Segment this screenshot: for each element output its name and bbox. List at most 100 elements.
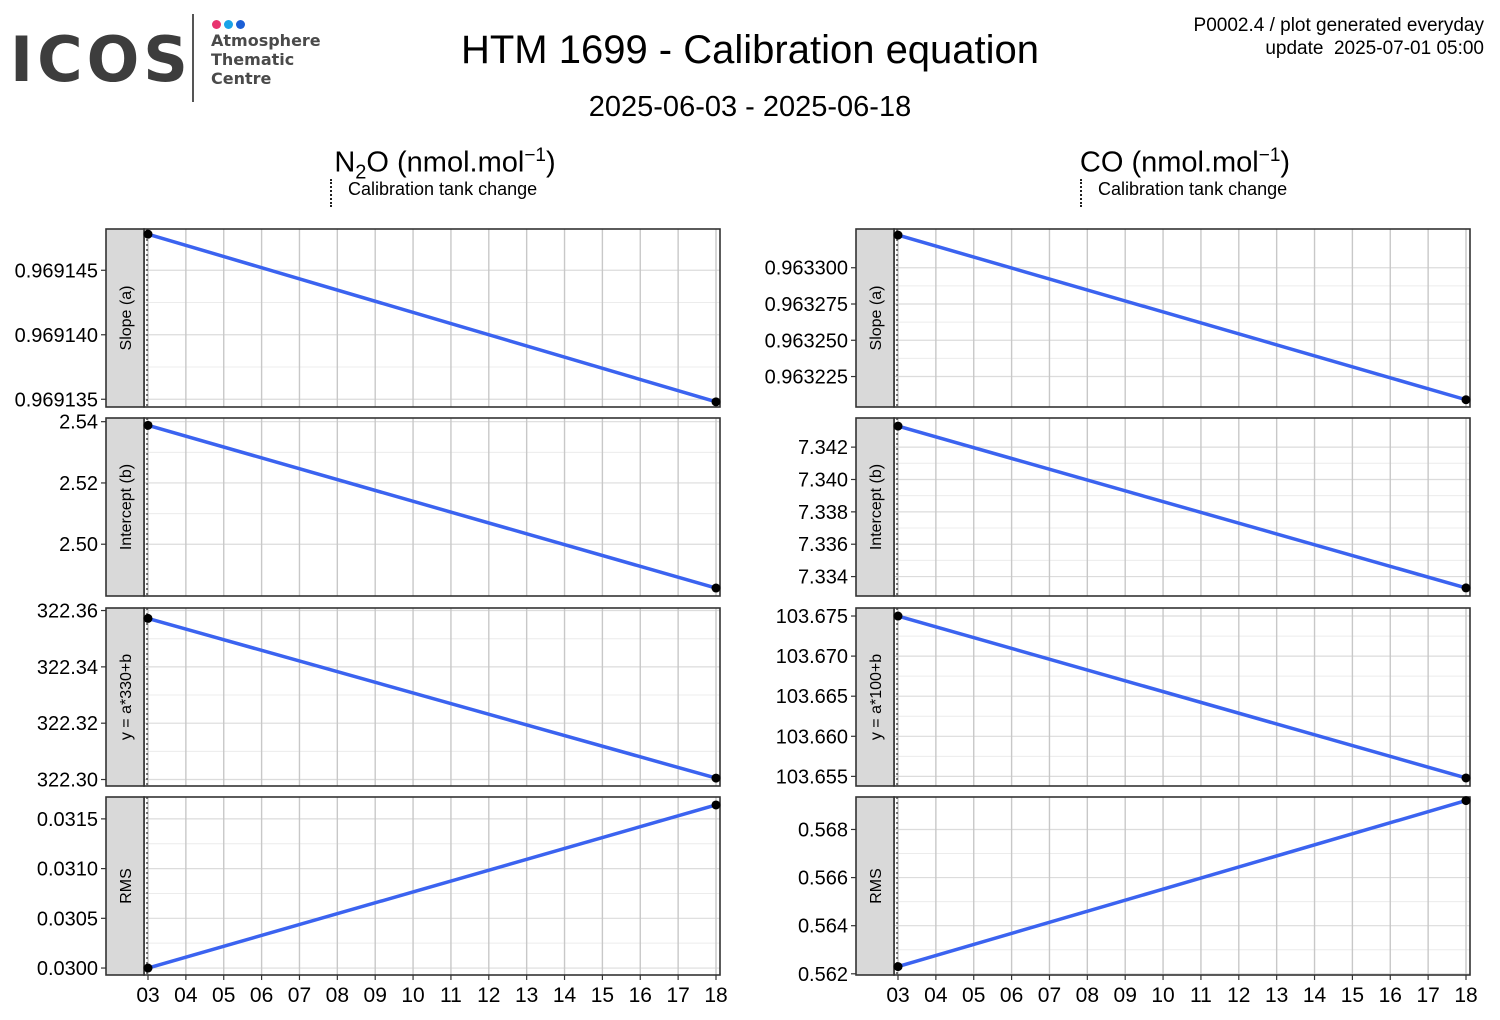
co-title-main: CO (nmol.mol <box>1079 146 1259 179</box>
x-tick-label: 07 <box>288 984 311 1007</box>
generation-note: P0002.4 / plot generated everyday update… <box>1194 14 1484 60</box>
y-tick-label: 103.670 <box>776 646 848 668</box>
n2o-title-main: N <box>334 146 356 179</box>
x-tick-label: 03 <box>886 984 909 1007</box>
x-tick-label: 14 <box>553 984 577 1007</box>
y-tick-label: 2.50 <box>59 534 98 556</box>
logo-dot-pink <box>212 20 221 29</box>
x-tick-label: 06 <box>250 984 273 1007</box>
y-tick-label: 7.336 <box>798 534 848 556</box>
x-tick-label: 06 <box>1000 984 1023 1007</box>
data-point <box>711 800 721 810</box>
facet-strip-label: y = a*100+b <box>868 654 885 740</box>
logo-line-1: Atmosphere <box>211 31 321 50</box>
series-line <box>147 423 717 590</box>
x-tick-label: 13 <box>515 984 538 1007</box>
logo-wordmark: ICOS <box>10 23 192 96</box>
y-tick-label: 322.32 <box>37 713 98 735</box>
date-range-subtitle: 2025-06-03 - 2025-06-18 <box>588 91 912 123</box>
data-point <box>143 613 153 623</box>
facet-strip <box>105 228 145 408</box>
y-tick-label: 0.0305 <box>37 908 98 930</box>
x-tick-label: 07 <box>1038 984 1061 1007</box>
facet-strip <box>105 796 145 976</box>
x-tick-label: 15 <box>1341 984 1364 1007</box>
y-tick-label: 0.562 <box>798 964 848 986</box>
series-line <box>897 424 1467 590</box>
y-tick-label: 0.0310 <box>37 859 98 881</box>
y-tick-label: 103.675 <box>776 606 848 628</box>
x-tick-label: 08 <box>1076 984 1099 1007</box>
series-line <box>897 798 1467 969</box>
y-tick-label: 7.342 <box>798 437 848 459</box>
panel-title-n2o: N2O (nmol.mol−1) <box>150 138 740 190</box>
x-tick-label: 04 <box>174 984 198 1007</box>
y-tick-label: 7.338 <box>798 502 848 524</box>
x-tick-label: 09 <box>364 984 387 1007</box>
y-tick-label: 0.566 <box>798 868 848 890</box>
y-tick-label: 0.969145 <box>15 260 98 282</box>
y-tick-label: 7.340 <box>798 469 848 491</box>
y-tick-label: 0.0300 <box>37 958 98 980</box>
data-point <box>1461 395 1471 405</box>
data-point <box>893 421 903 431</box>
x-tick-label: 18 <box>1454 984 1477 1007</box>
logo-dots <box>212 16 248 29</box>
logo-text: Atmosphere Thematic Centre <box>211 31 321 88</box>
facet-strip-label: Slope (a) <box>868 286 885 351</box>
y-tick-label: 0.963225 <box>765 367 848 389</box>
y-tick-label: 2.54 <box>59 412 98 434</box>
x-tick-label: 04 <box>924 984 948 1007</box>
y-tick-label: 2.52 <box>59 473 98 495</box>
n2o-title-sub: 2 <box>355 161 367 184</box>
logo-line-3: Centre <box>211 69 272 88</box>
x-tick-label: 16 <box>1379 984 1402 1007</box>
facet-strip-label: y = a*330+b <box>118 654 135 740</box>
logo-dot-cyan <box>224 20 233 29</box>
facet-strip-label: Slope (a) <box>118 286 135 351</box>
x-tick-label: 05 <box>212 984 235 1007</box>
data-point <box>893 611 903 621</box>
x-tick-label: 08 <box>326 984 349 1007</box>
logo-divider <box>192 14 194 102</box>
legend-dotted-key <box>1080 179 1086 207</box>
y-tick-label: 0.564 <box>798 916 848 938</box>
x-tick-label: 05 <box>962 984 985 1007</box>
x-tick-label: 10 <box>401 984 424 1007</box>
legend-label: Calibration tank change <box>1098 179 1288 199</box>
n2o-title-rest: O (nmol.mol <box>366 146 525 179</box>
note-line-1: P0002.4 / plot generated everyday <box>1193 15 1484 36</box>
y-tick-label: 103.660 <box>776 726 848 748</box>
note-line-2: update 2025-07-01 05:00 <box>1265 38 1484 59</box>
x-tick-label: 10 <box>1151 984 1174 1007</box>
data-point <box>1461 796 1471 806</box>
panel-title-co: CO (nmol.mol−1) <box>890 138 1480 181</box>
co-title-sup: −1 <box>1258 145 1281 166</box>
y-tick-label: 0.963250 <box>765 330 848 352</box>
series-line <box>147 232 717 404</box>
x-tick-label: 16 <box>629 984 652 1007</box>
x-tick-label: 15 <box>591 984 614 1007</box>
data-point <box>143 963 153 973</box>
y-tick-label: 103.665 <box>776 686 848 708</box>
y-tick-label: 0.969135 <box>15 389 98 411</box>
x-tick-label: 11 <box>440 984 462 1007</box>
facet-strip <box>855 228 895 408</box>
x-tick-label: 03 <box>136 984 159 1007</box>
y-tick-label: 322.36 <box>37 601 98 623</box>
data-point <box>1461 773 1471 783</box>
facet-strip <box>855 796 895 976</box>
x-tick-label: 18 <box>704 984 727 1007</box>
co-title-end: ) <box>1280 146 1291 179</box>
y-tick-label: 0.969140 <box>15 325 98 347</box>
x-tick-label: 14 <box>1303 984 1327 1007</box>
icos-logo: ICOS Atmosphere Thematic Centre <box>10 14 330 106</box>
x-tick-label: 12 <box>1227 984 1250 1007</box>
facet-strip-label: Intercept (b) <box>868 464 885 550</box>
x-tick-label: 11 <box>1190 984 1212 1007</box>
series-line <box>147 803 717 970</box>
n2o-title-sup: −1 <box>524 145 546 166</box>
y-tick-label: 0.0315 <box>37 809 98 831</box>
y-tick-label: 0.963300 <box>765 258 848 280</box>
x-tick-label: 17 <box>1416 984 1439 1007</box>
